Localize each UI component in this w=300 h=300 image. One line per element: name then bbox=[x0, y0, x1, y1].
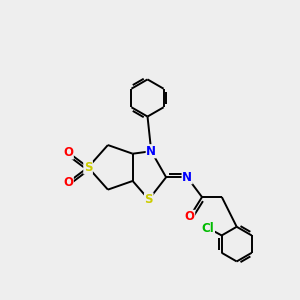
Text: S: S bbox=[145, 193, 153, 206]
Text: O: O bbox=[63, 146, 73, 159]
Text: N: N bbox=[182, 171, 192, 184]
Text: Cl: Cl bbox=[202, 221, 214, 235]
Text: O: O bbox=[184, 210, 195, 224]
Text: N: N bbox=[146, 145, 156, 158]
Text: S: S bbox=[84, 161, 92, 174]
Text: O: O bbox=[63, 176, 73, 189]
